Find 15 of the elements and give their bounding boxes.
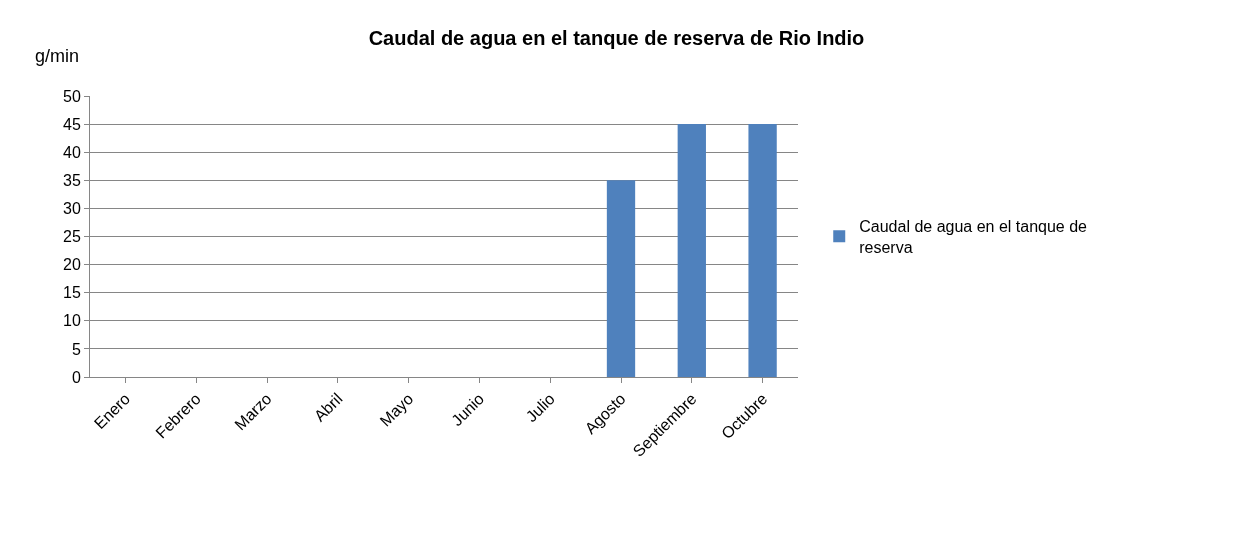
y-tick-label: 20 xyxy=(63,256,81,274)
y-tick-label: 10 xyxy=(63,312,81,330)
y-axis-title: g/min xyxy=(35,46,80,66)
chart-title: Caudal de agua en el tanque de reserva de Rio Indio xyxy=(368,26,865,49)
x-tick-label: Julio xyxy=(522,389,559,426)
y-tick-label: 40 xyxy=(63,143,81,161)
legend-label: Caudal de agua en el tanque de reserva xyxy=(859,218,1088,256)
y-tick-label: 45 xyxy=(63,115,81,133)
y-tick-label: 0 xyxy=(71,368,81,386)
y-tick-label: 25 xyxy=(63,228,81,246)
y-tick-label: 5 xyxy=(71,340,81,358)
y-tick-label: 15 xyxy=(63,284,81,302)
y-tick-label: 35 xyxy=(63,171,81,189)
y-tick-label: 50 xyxy=(63,87,81,105)
y-tick-label: 30 xyxy=(63,200,81,217)
